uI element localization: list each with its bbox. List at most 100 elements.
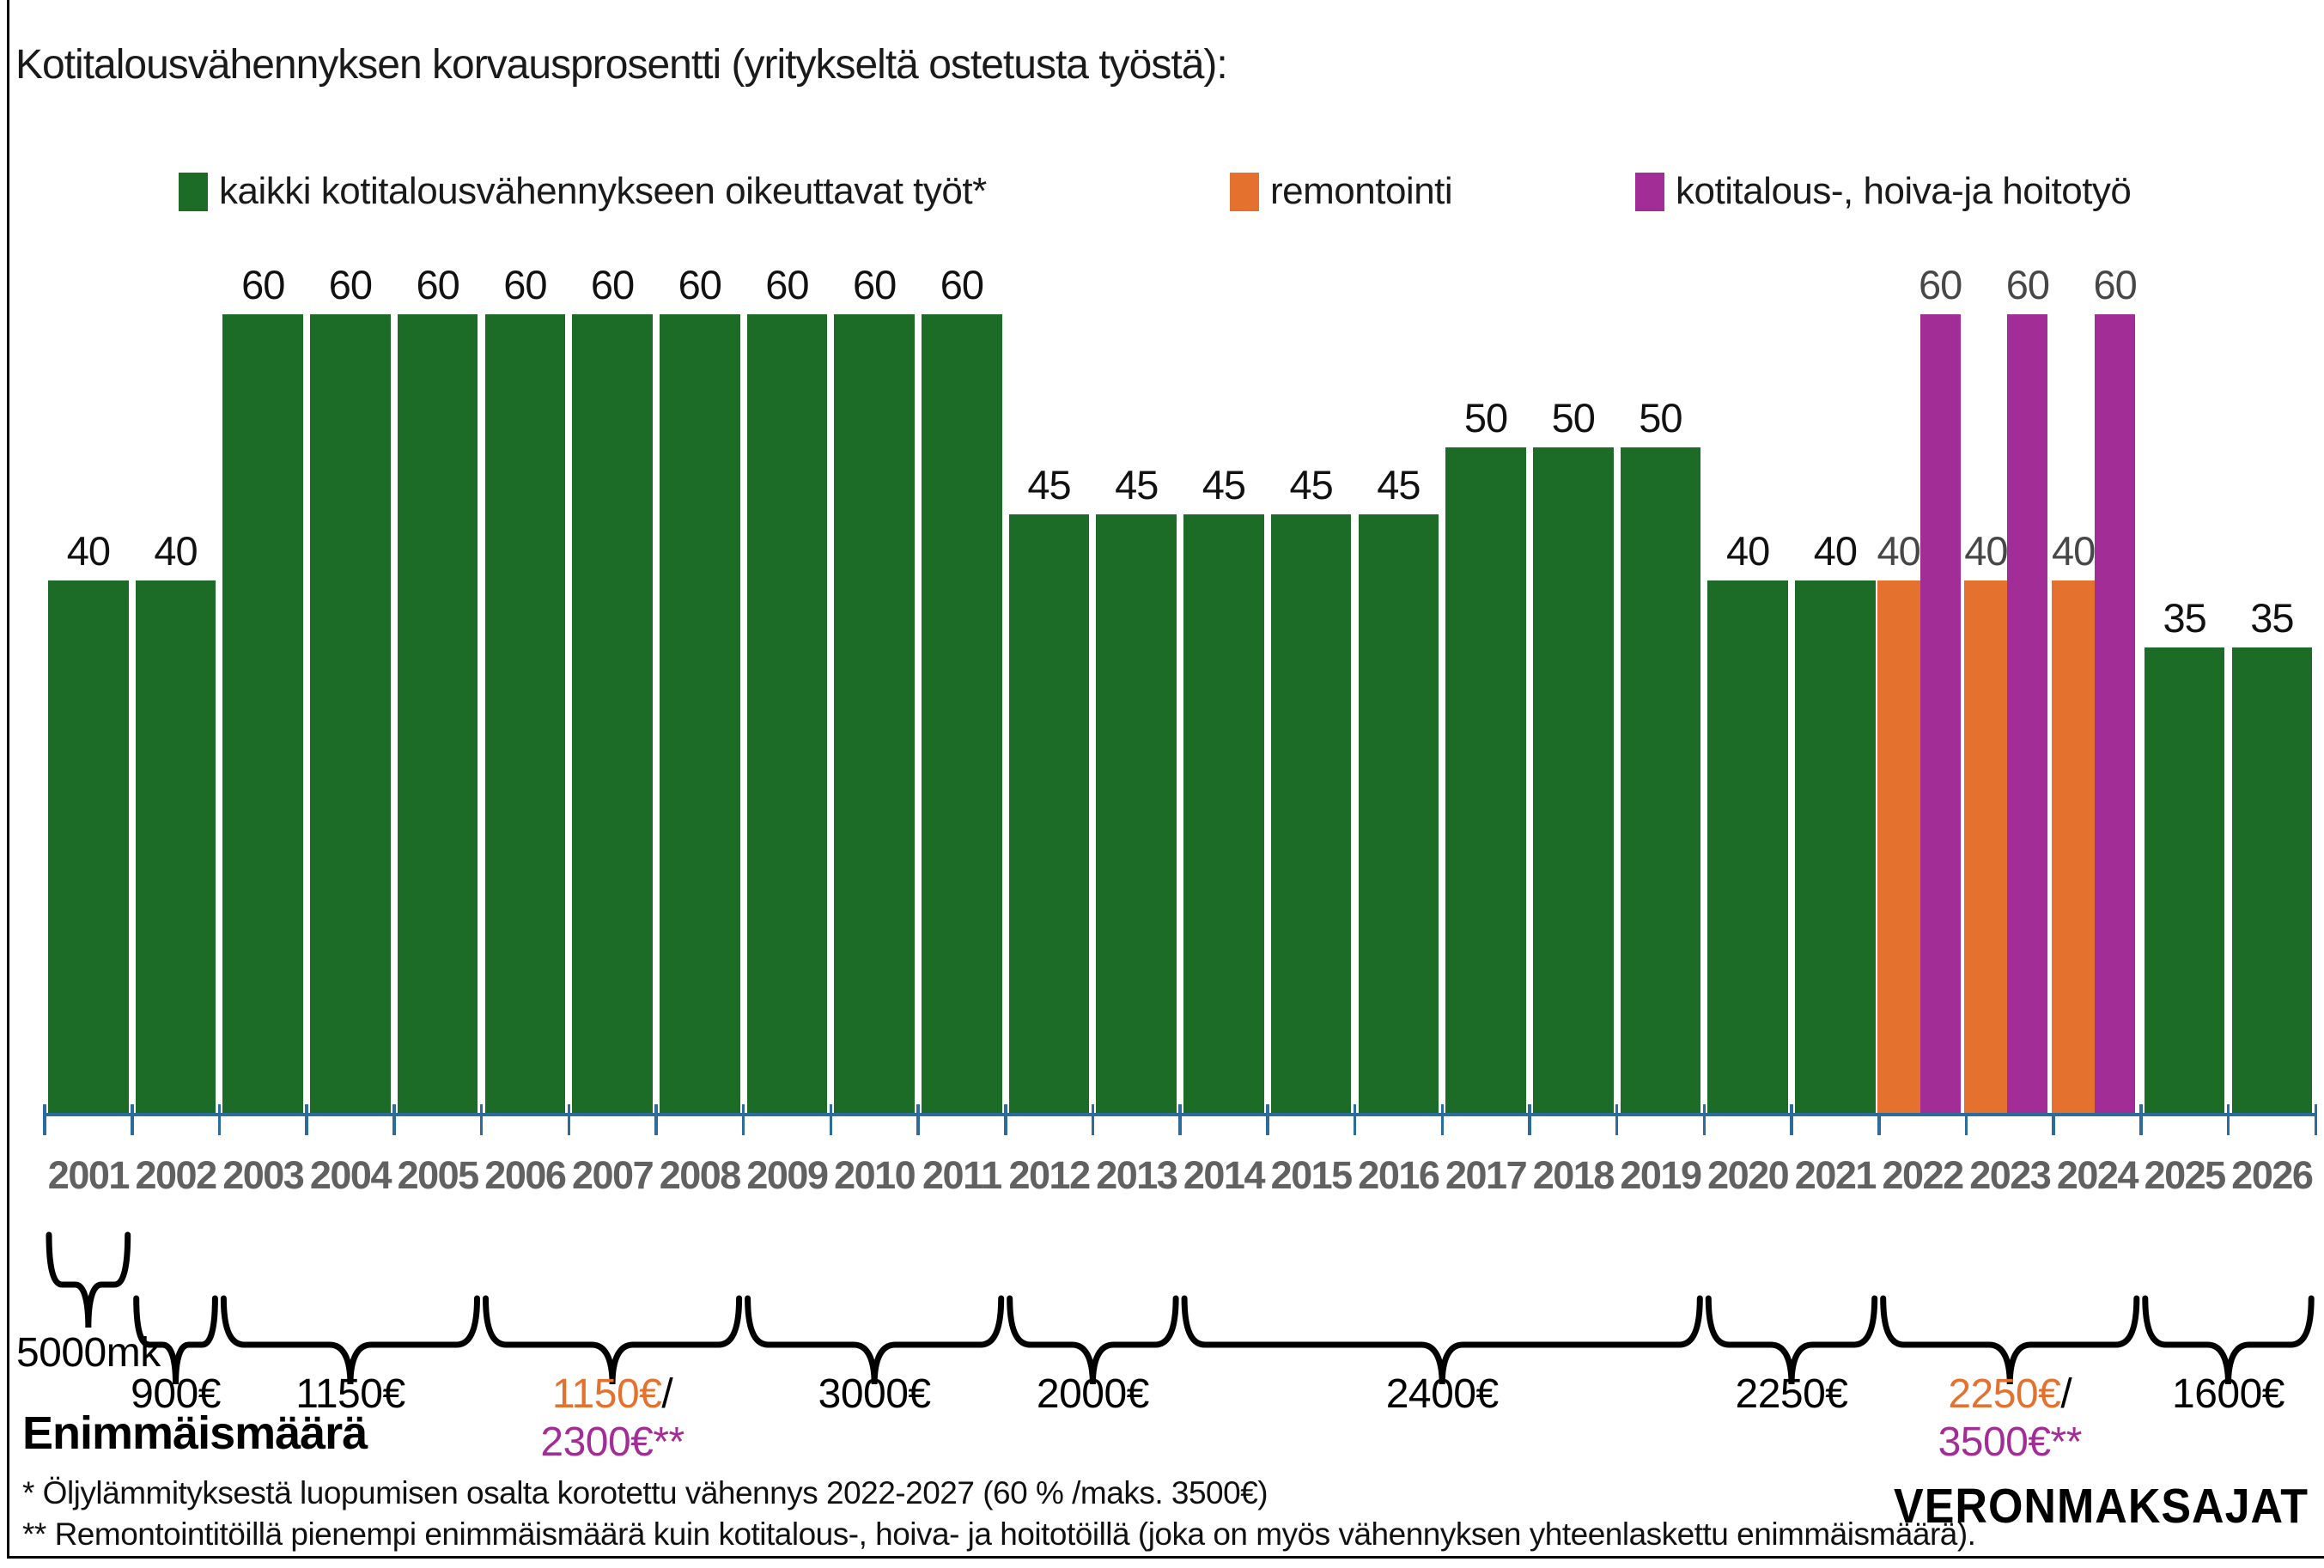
maxima-label-part: / <box>2060 1371 2072 1417</box>
year-label-2012: 2012 <box>1008 1153 1091 1197</box>
year-label-2015: 2015 <box>1270 1153 1354 1197</box>
footnote-renovation-max: ** Remontointitöillä pienempi enimmäismä… <box>22 1516 1976 1552</box>
bar-all-work-2021 <box>1795 580 1876 1113</box>
legend-swatch-icon <box>179 172 208 211</box>
year-label-2010: 2010 <box>834 1153 916 1197</box>
bar-all-work-2020 <box>1707 580 1788 1113</box>
year-label-2002: 2002 <box>135 1153 217 1197</box>
maxima-label-part: 2250€ <box>1948 1371 2061 1417</box>
legend-item-0: kaikki kotitalousvähennykseen oikeuttava… <box>179 170 987 213</box>
bar-renovation-2022 <box>1877 580 1920 1113</box>
value-label-renovation-2022: 40 <box>1877 528 1921 574</box>
year-label-2020: 2020 <box>1707 1153 1790 1197</box>
maxima-label-2003-2005: 1150€ <box>295 1370 405 1418</box>
bar-all-work-2001 <box>48 580 129 1113</box>
bar-all-work-2006 <box>484 314 566 1113</box>
value-label-2004: 60 <box>328 262 373 307</box>
x-axis-tick <box>2314 1104 2317 1135</box>
value-label-2014: 45 <box>1202 461 1246 507</box>
maxima-label-2009-2011: 3000€ <box>818 1370 931 1418</box>
maxima-label-part: 2000€ <box>1036 1371 1149 1417</box>
year-label-2021: 2021 <box>1794 1153 1877 1197</box>
year-label-2026: 2026 <box>2231 1153 2314 1197</box>
bar-all-work-2004 <box>310 314 391 1113</box>
year-label-2022: 2022 <box>1882 1153 1964 1197</box>
maxima-label-part: / <box>661 1371 673 1417</box>
x-axis-tick <box>217 1104 222 1135</box>
year-label-2019: 2019 <box>1620 1153 1702 1197</box>
bar-all-work-2008 <box>659 314 740 1113</box>
x-axis-tick <box>1702 1104 1706 1135</box>
bar-all-work-2019 <box>1620 447 1701 1113</box>
value-label-2021: 40 <box>1813 528 1858 574</box>
value-label-renovation-2023: 40 <box>1964 528 2008 574</box>
bar-all-work-2010 <box>834 314 915 1113</box>
value-label-2013: 45 <box>1115 461 1159 507</box>
maxima-label-part: 900€ <box>131 1371 221 1417</box>
maxima-label-part: 5000mk <box>15 1330 161 1376</box>
year-label-2024: 2024 <box>2056 1153 2139 1197</box>
x-axis-tick <box>2052 1104 2055 1135</box>
maxima-label-part: 2400€ <box>1385 1371 1499 1417</box>
year-label-2014: 2014 <box>1183 1153 1266 1197</box>
bar-all-work-2018 <box>1532 447 1614 1113</box>
bar-all-work-2002 <box>135 580 216 1113</box>
maxima-label-part: 1150€ <box>551 1371 662 1417</box>
bar-all-work-2012 <box>1008 514 1090 1113</box>
maxima-label-part: 1150€ <box>295 1371 405 1417</box>
year-label-2001: 2001 <box>47 1153 131 1197</box>
x-axis-tick <box>2226 1104 2230 1135</box>
bar-all-work-2025 <box>2144 647 2225 1113</box>
x-axis-tick <box>1091 1104 1095 1135</box>
year-label-2007: 2007 <box>571 1153 654 1197</box>
bar-household-care-2022 <box>1919 314 1961 1113</box>
value-label-2006: 60 <box>503 262 547 307</box>
maxima-label-2012-2013: 2000€ <box>1037 1370 1149 1418</box>
x-axis-tick <box>305 1104 308 1135</box>
legend-swatch-icon <box>1635 172 1664 211</box>
bar-all-work-2017 <box>1445 447 1526 1113</box>
x-axis-tick <box>2139 1104 2143 1135</box>
value-label-2009: 60 <box>765 262 809 307</box>
value-label-household-2024: 60 <box>2093 262 2137 307</box>
year-label-2005: 2005 <box>397 1153 480 1197</box>
value-label-2026: 35 <box>2250 594 2294 641</box>
value-label-2019: 50 <box>1639 395 1682 441</box>
value-label-2003: 60 <box>241 262 285 307</box>
x-axis-tick <box>1877 1104 1881 1135</box>
value-label-2011: 60 <box>940 262 984 307</box>
value-label-2016: 45 <box>1377 461 1421 507</box>
left-border-line <box>7 0 9 1559</box>
maxima-label-2025-2026: 1600€ <box>2172 1370 2284 1418</box>
value-label-renovation-2024: 40 <box>2051 528 2096 574</box>
year-label-2025: 2025 <box>2144 1153 2227 1197</box>
x-axis-tick <box>1790 1104 1793 1135</box>
bar-household-care-2023 <box>2007 314 2048 1113</box>
year-label-2018: 2018 <box>1532 1153 1615 1197</box>
value-label-household-2022: 60 <box>1919 262 1962 307</box>
value-label-2005: 60 <box>416 262 460 307</box>
brace-2001-2001 <box>46 1231 131 1328</box>
maxima-heading: Enimmäismäärä <box>22 1407 368 1459</box>
legend-swatch-icon <box>1230 172 1259 211</box>
bar-household-care-2024 <box>2095 314 2136 1113</box>
legend-label: kaikki kotitalousvähennykseen oikeuttava… <box>219 170 987 212</box>
x-axis-tick <box>567 1104 570 1135</box>
year-label-2006: 2006 <box>484 1153 567 1197</box>
x-axis-tick <box>829 1104 833 1135</box>
year-label-2003: 2003 <box>222 1153 305 1197</box>
maxima-label-part: 2300€** <box>540 1419 684 1465</box>
bar-all-work-2016 <box>1358 514 1439 1113</box>
maxima-label-2001-2001: 5000mk <box>16 1329 161 1377</box>
maxima-label-2020-2021: 2250€ <box>1736 1370 1848 1418</box>
value-label-2008: 60 <box>678 262 722 307</box>
value-label-2002: 40 <box>154 528 198 574</box>
value-label-2015: 45 <box>1289 461 1334 507</box>
maxima-label-2022-2024: 3500€** <box>1938 1419 2083 1466</box>
x-axis-tick <box>741 1104 745 1135</box>
maxima-label-2006-2008: 2300€** <box>540 1419 684 1466</box>
bar-all-work-2014 <box>1183 514 1264 1113</box>
maxima-label-part: 3000€ <box>818 1371 931 1417</box>
bar-all-work-2015 <box>1270 514 1352 1113</box>
x-axis-tick <box>392 1104 396 1135</box>
